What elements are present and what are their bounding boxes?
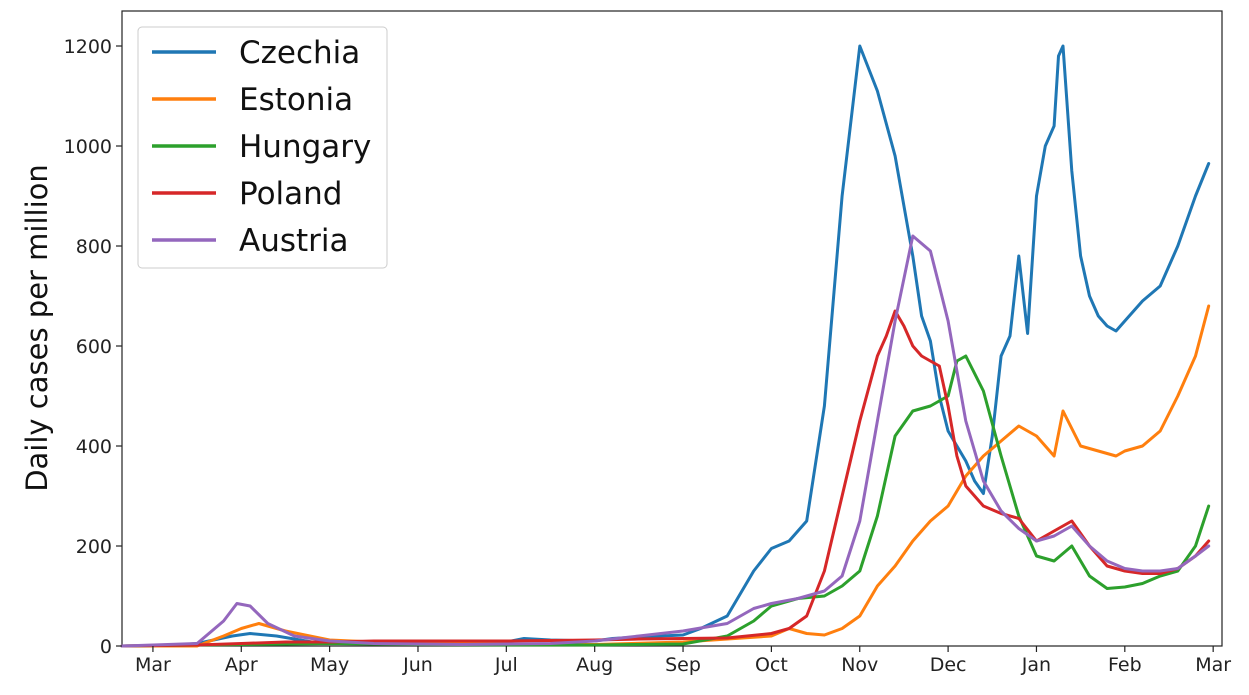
x-tick-label: May [310,654,349,676]
x-tick-label: Nov [841,654,878,676]
x-tick-label: Dec [930,654,967,676]
x-tick-label: Jun [402,654,433,676]
x-axis: Mar Apr May Jun Jul Aug Sep Oct Nov Dec Jan Feb Mar [135,646,1231,676]
legend: Czechia Estonia Hungary Poland Austria [137,26,388,269]
y-tick-label: 200 [76,536,112,558]
plot-frame [121,10,1223,647]
legend-label-estonia: Estonia [239,82,353,118]
x-tick-label: Apr [225,654,258,676]
series-line-austria [120,234,1211,648]
x-tick-label: Feb [1108,654,1142,676]
y-axis-label: Daily cases per million [20,164,54,492]
legend-label-czechia: Czechia [239,35,360,71]
x-tick-label: Oct [755,654,788,676]
y-tick-label: 1000 [64,136,112,158]
y-tick-label: 600 [76,336,112,358]
x-tick-label: Mar [1195,654,1231,676]
series-line-poland [120,309,1211,648]
x-tick-label: Jul [494,654,518,676]
y-tick-label: 800 [76,236,112,258]
legend-label-hungary: Hungary [239,129,371,165]
x-tick-label: Aug [576,654,613,676]
x-tick-label: Sep [665,654,701,676]
y-tick-label: 1200 [64,36,112,58]
legend-label-poland: Poland [239,176,343,212]
y-tick-label: 400 [76,436,112,458]
y-axis: 0 200 400 600 800 1000 1200 [64,36,122,658]
y-tick-label: 0 [100,636,112,658]
legend-label-austria: Austria [239,223,349,259]
series-line-estonia [120,304,1211,648]
legend-box [137,26,388,269]
x-tick-label: Jan [1021,654,1051,676]
x-tick-label: Mar [135,654,171,676]
series-layer [120,44,1211,648]
series-line-hungary [120,354,1211,648]
